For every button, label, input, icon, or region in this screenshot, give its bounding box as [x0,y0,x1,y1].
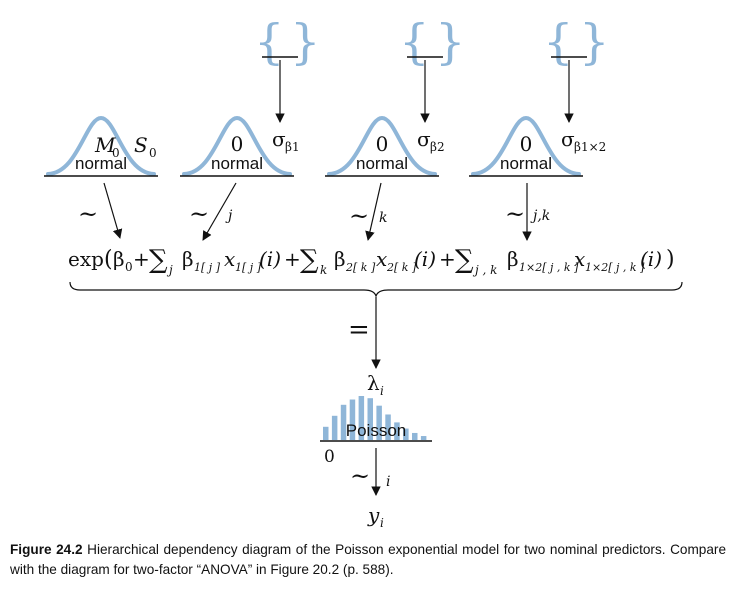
eq-x12-sub: 1×2[ j , k ] [585,261,645,274]
y-symbol: y [367,503,380,527]
prior-2-dist-label: normal [356,154,408,173]
eq-beta2: β [334,247,346,271]
edge-index-k: k [379,210,387,226]
eq-sum-j: ∑ [149,245,168,275]
prior-0-mean-sub: 0 [112,146,120,160]
poisson-bar [394,422,400,440]
lambda-sub: i [380,384,384,398]
eq-beta1-sub: 1[ j ] [194,261,221,274]
hyperprior-beta2-icon: { } [399,14,466,70]
figure-caption: Figure 24.2 Hierarchical dependency diag… [10,540,726,580]
tilde-2: ~ [349,202,369,230]
poisson-bar [420,436,427,440]
svg-text:}: } [435,14,466,70]
linear-predictor-equation: exp ( β 0 + ∑ j β 1[ j ] x 1[ j ] (i) + … [68,245,675,277]
prior-2-sd-sub: β2 [430,140,445,154]
poisson-bar [349,399,356,440]
eq-beta12: β [507,247,519,271]
dependency-diagram: { } { } { } M 0 S 0 normal 0 σ β1 normal [44,14,683,530]
prior-3-sd-sub: β1×2 [574,140,606,154]
prior-0-sd-sub: 0 [149,146,157,160]
poisson-bar [412,432,418,440]
eq-x2-arg: (i) [414,247,436,271]
eq-beta2-sub: 2[ k ] [345,261,376,274]
prior-1-sd: σ [272,127,286,151]
svg-text:}: } [579,14,610,70]
tilde-1: ~ [189,200,209,228]
poisson-bar [358,396,365,440]
lambda-symbol: λ [367,371,380,395]
eq-beta1: β [182,247,194,271]
poisson-bar [385,414,391,440]
prior-0-mean: M [94,133,116,157]
prior-3-sd: σ [561,127,575,151]
eq-sum-jk: ∑ [455,245,474,275]
eq-plus-3: + [439,247,456,271]
poisson-bar [376,405,382,440]
prior-1-mean: 0 [231,132,244,156]
eq-x12: x [574,247,585,271]
poisson-bar [323,426,329,440]
eq-close-paren: ) [666,247,675,272]
eq-beta0: β [113,247,125,271]
eq-sum-k: ∑ [300,245,319,275]
prior-0-dist-label: normal [75,154,127,173]
eq-beta12-sub: 1×2[ j , k ] [519,261,579,274]
edge-index-j: j [225,208,233,224]
eq-open-paren: ( [104,247,113,272]
underbrace [69,281,683,298]
tilde-0: ~ [78,200,98,228]
hyperprior-beta1-icon: { } [254,14,321,70]
tilde-y: ~ [350,462,370,490]
eq-sum-j-index: j [166,263,173,277]
eq-sum-jk-index: j , k [472,263,497,277]
prior-edges: ~ ~ j ~ k ~ j,k [78,182,550,241]
poisson-bar [331,415,338,440]
arrow-prior1-beta1 [202,182,237,241]
poisson-bar [340,404,347,440]
eq-sum-k-index: k [320,263,327,277]
prior-normal-0: M 0 S 0 normal [44,115,158,177]
poisson-bar [403,428,409,440]
prior-0-sd: S [134,133,148,157]
poisson-bar [367,398,373,440]
caption-text: Hierarchical dependency diagram of the P… [10,542,727,577]
eq-x2-sub: 2[ k ] [386,261,417,274]
y-sub: i [380,516,384,530]
prior-normal-1: 0 σ β1 normal [180,115,300,177]
poisson-bars [323,396,427,440]
eq-x2: x [376,247,387,271]
prior-1-dist-label: normal [211,154,263,173]
prior-normal-3: 0 σ β1×2 normal [469,115,606,177]
poisson-likelihood: Poisson 0 [320,396,432,467]
eq-x1: x [224,247,235,271]
caption-label: Figure 24.2 [10,542,83,557]
prior-3-dist-label: normal [500,154,552,173]
eq-x1-sub: 1[ j ] [235,261,262,274]
arrow-prior2-beta2 [365,182,382,241]
prior-2-sd: σ [417,127,431,151]
eq-x12-arg: (i) [640,247,662,271]
arrow-prior0-beta0 [103,182,123,239]
prior-1-sd-sub: β1 [285,140,300,154]
prior-3-mean: 0 [520,132,533,156]
eq-plus-2: + [284,247,301,271]
edge-index-jk: j,k [530,208,550,224]
index-i: i [386,474,390,490]
equals-sign: = [348,315,370,345]
eq-exp: exp [68,247,104,271]
likelihood-dist-label: Poisson [346,421,406,440]
tilde-3: ~ [505,200,525,228]
prior-normal-2: 0 σ β2 normal [325,115,445,177]
eq-beta0-sub: 0 [125,260,133,274]
eq-plus-1: + [133,247,150,271]
prior-2-mean: 0 [376,132,389,156]
hyperprior-beta12-icon: { } [543,14,610,70]
svg-text:}: } [290,14,321,70]
eq-x1-arg: (i) [259,247,281,271]
likelihood-zero: 0 [324,447,335,467]
